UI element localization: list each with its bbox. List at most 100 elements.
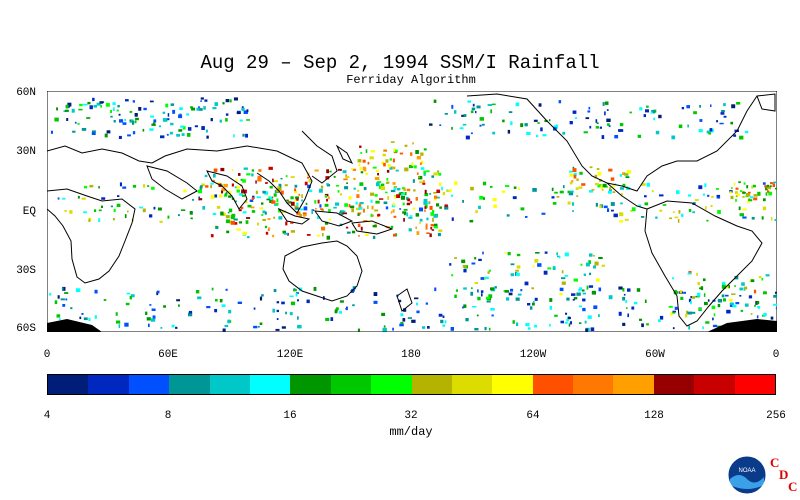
rain-patch <box>383 149 387 152</box>
coastline-europe <box>47 145 248 164</box>
rain-patch <box>166 133 169 136</box>
rain-patch <box>552 266 556 270</box>
rain-patch <box>342 170 347 174</box>
rain-patch <box>676 190 680 195</box>
rain-patch <box>132 100 135 103</box>
rain-patch <box>210 234 214 238</box>
rain-patch <box>429 123 433 126</box>
rain-patch <box>197 189 203 194</box>
rain-patch <box>399 208 402 210</box>
rain-patch <box>541 212 546 215</box>
rain-patch <box>112 102 116 105</box>
rain-patch <box>231 183 234 187</box>
rain-patch <box>346 182 348 184</box>
rain-patch <box>542 134 547 137</box>
rain-patch <box>286 199 289 202</box>
rain-patch <box>535 252 540 254</box>
rain-patch <box>479 195 484 200</box>
rain-patch <box>112 218 115 221</box>
rain-patch <box>472 306 477 308</box>
rain-patch <box>488 294 493 299</box>
rain-patch <box>352 286 356 290</box>
rain-patch <box>381 312 386 316</box>
rain-patch <box>589 272 592 276</box>
rain-patch <box>345 226 349 229</box>
rain-patch <box>686 105 690 109</box>
rain-patch <box>639 107 643 111</box>
rain-patch <box>200 97 204 100</box>
rain-patch <box>403 308 407 312</box>
rain-patch <box>738 206 741 211</box>
rain-patch <box>594 174 598 179</box>
rain-patch <box>227 211 230 214</box>
rain-patch <box>387 195 390 200</box>
rain-patch <box>735 187 739 190</box>
rain-patch <box>83 317 88 321</box>
rain-patch <box>516 265 521 269</box>
rain-patch <box>250 206 255 209</box>
rain-patch <box>65 104 69 109</box>
rain-patch <box>491 314 494 317</box>
rain-patch <box>268 196 273 200</box>
rain-patch <box>506 214 510 217</box>
rain-patch <box>598 257 603 259</box>
rain-patch <box>721 110 725 112</box>
rain-patch <box>402 202 405 206</box>
rain-patch <box>62 286 66 291</box>
rain-patch <box>393 233 396 237</box>
rain-patch <box>604 101 609 105</box>
rain-patch <box>176 133 180 137</box>
rain-patch <box>575 187 579 190</box>
rain-patch <box>469 219 474 223</box>
rain-patch <box>418 176 420 178</box>
rain-patch <box>762 206 767 211</box>
rain-patch <box>746 200 750 204</box>
rain-patch <box>401 193 405 196</box>
rain-patch <box>462 265 467 268</box>
rain-patch <box>63 110 66 112</box>
rain-patch <box>205 185 209 188</box>
rain-patch <box>588 285 594 288</box>
rain-patch <box>77 123 80 125</box>
rain-patch <box>406 202 411 206</box>
colorbar-cell-16 <box>694 375 735 394</box>
rain-patch <box>604 111 606 116</box>
rain-patch <box>612 184 615 188</box>
rain-patch <box>221 188 226 192</box>
rain-patch <box>433 172 438 176</box>
rain-patch <box>290 196 294 200</box>
rain-patch <box>240 178 244 181</box>
rain-patch <box>329 170 332 173</box>
rain-patch <box>490 287 494 291</box>
rain-patch <box>377 213 381 217</box>
rain-patch <box>197 106 201 108</box>
rain-patch <box>327 196 330 200</box>
rain-patch <box>775 291 777 294</box>
noaa-logo-icon: NOAA <box>727 455 767 495</box>
rain-patch <box>454 257 457 259</box>
rain-patch <box>426 217 429 221</box>
rain-patch <box>582 289 585 292</box>
rain-patch <box>770 217 773 221</box>
rain-patch <box>602 183 607 188</box>
rain-patch <box>419 162 422 165</box>
rain-patch <box>569 121 573 125</box>
rain-patch <box>268 227 271 229</box>
rain-patch <box>383 325 386 328</box>
rain-patch <box>247 236 250 239</box>
coastline-japan <box>335 144 354 165</box>
rain-patch <box>678 210 681 214</box>
rain-patch <box>625 300 628 303</box>
rain-patch <box>352 230 356 234</box>
rain-patch <box>631 306 635 310</box>
rain-patch <box>326 169 329 174</box>
rain-patch <box>688 209 692 212</box>
rain-patch <box>330 317 334 321</box>
rain-patch <box>674 216 679 219</box>
rain-patch <box>290 176 295 178</box>
rain-patch <box>564 275 568 277</box>
rain-patch <box>585 262 590 267</box>
rain-patch <box>693 111 697 115</box>
rain-patch <box>482 251 484 255</box>
rain-patch <box>773 303 777 306</box>
